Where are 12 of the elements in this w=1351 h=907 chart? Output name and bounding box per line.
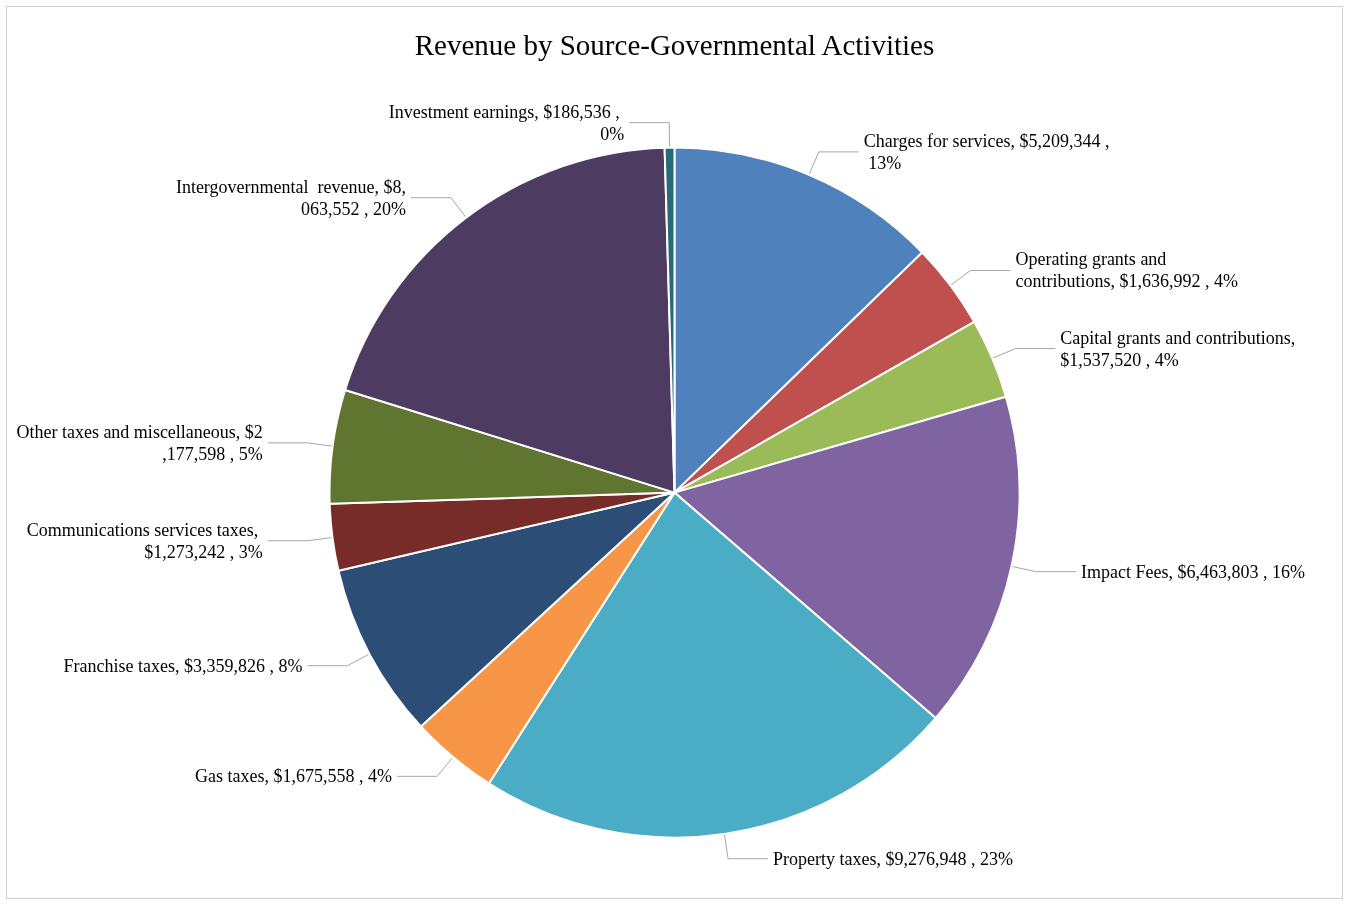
slice-label: Intergovernmental revenue, $8,063,552 , 20% xyxy=(175,176,406,219)
slice-label: Capital grants and contributions, $1,537,520 , 4% xyxy=(1060,327,1300,370)
slice-label: Charges for services, $5,209,344 , 13% xyxy=(863,130,1110,173)
slice-label: Operating grants and contributions, $1,636,992 , 4% xyxy=(1015,249,1238,292)
slice-label: Investment earnings, $186,536 , 0% xyxy=(388,101,625,144)
slice-label: Franchise taxes, $3,359,826 , 8% xyxy=(63,655,303,676)
chart-title: Revenue by Source-Governmental Activities xyxy=(414,28,935,61)
slice-label: Property taxes, $9,276,948 , 23% xyxy=(773,848,1014,869)
slice-label: Other taxes and miscellaneous, $2,177,598 , 5% xyxy=(16,421,263,464)
slice-label: Impact Fees, $6,463,803 , 16% xyxy=(1080,561,1305,582)
slice-label: Gas taxes, $1,675,558 , 4% xyxy=(195,766,393,787)
slice-label: Communications services taxes, $1,273,242 , 3% xyxy=(26,519,263,562)
